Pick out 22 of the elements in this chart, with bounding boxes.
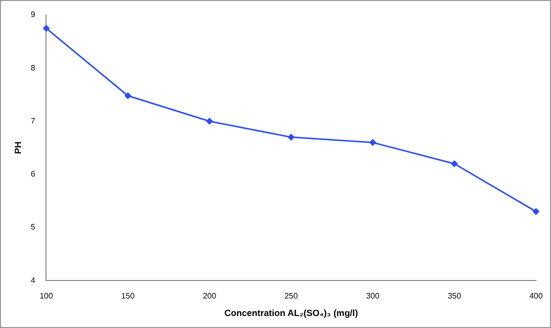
- y-tick-label: 6: [30, 170, 36, 179]
- y-tick-label: 4: [30, 276, 36, 285]
- x-tick-label: 150: [121, 292, 136, 301]
- y-tick-label: 7: [30, 116, 36, 126]
- y-axis-title: PH: [12, 142, 23, 154]
- x-axis-title: Concentration AL₂(SO₄)₃ (mg/l): [224, 308, 358, 318]
- point: [370, 139, 376, 146]
- y-tick-label: 5: [30, 222, 36, 232]
- point: [206, 118, 213, 124]
- x-tick-label: 300: [366, 292, 380, 301]
- point: [124, 92, 132, 99]
- point: [451, 160, 458, 167]
- x-tick-label: 200: [202, 292, 217, 301]
- x-tick-label: 350: [448, 292, 462, 301]
- x-tick-label: 400: [529, 292, 544, 301]
- point: [288, 134, 294, 140]
- x-tick-label: 100: [40, 292, 54, 301]
- x-tick-label: 250: [284, 292, 298, 301]
- point: [43, 25, 50, 32]
- point: [532, 208, 540, 215]
- y-tick-label: 8: [30, 63, 36, 72]
- y-tick-label: 9: [30, 10, 36, 20]
